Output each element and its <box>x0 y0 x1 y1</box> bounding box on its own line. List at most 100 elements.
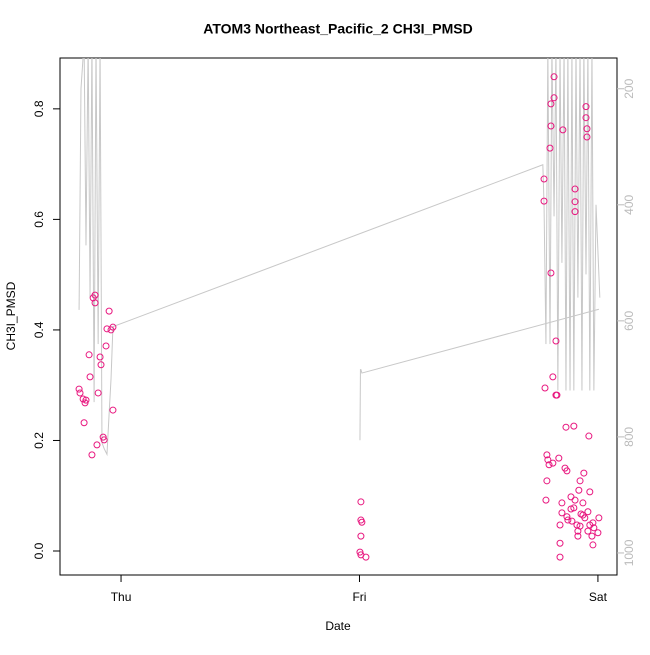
point <box>103 325 111 333</box>
y2-tick-label: 600 <box>622 311 636 331</box>
point <box>556 539 564 547</box>
point <box>553 391 561 399</box>
point <box>550 73 558 81</box>
point <box>574 532 582 540</box>
point <box>584 527 592 535</box>
point <box>580 469 588 477</box>
point <box>556 521 564 529</box>
point <box>562 423 570 431</box>
point <box>550 94 558 102</box>
point <box>594 529 602 537</box>
point <box>570 422 578 430</box>
point <box>558 509 566 517</box>
point <box>579 499 587 507</box>
point <box>563 467 571 475</box>
point <box>109 323 117 331</box>
x-tick-label: Sat <box>589 590 608 604</box>
point <box>91 291 99 299</box>
point <box>362 553 370 561</box>
point <box>547 100 555 108</box>
point <box>357 498 365 506</box>
point <box>590 524 598 532</box>
y-axis-label: CH3I_PMSD <box>4 281 18 350</box>
point <box>589 519 597 527</box>
point <box>563 513 571 521</box>
point <box>555 454 563 462</box>
point <box>549 459 557 467</box>
point <box>570 504 578 512</box>
y-tick-label: 0.4 <box>32 321 46 338</box>
x-tick-label: Thu <box>111 590 132 604</box>
x-tick-label: Fri <box>352 590 366 604</box>
point <box>571 496 579 504</box>
point <box>589 541 597 549</box>
point <box>568 517 576 525</box>
plot-frame <box>59 57 618 576</box>
point <box>595 514 603 522</box>
point <box>586 488 594 496</box>
point <box>80 419 88 427</box>
point <box>571 198 579 206</box>
point <box>105 307 113 315</box>
plot-area <box>75 58 603 561</box>
point <box>357 532 365 540</box>
point <box>75 385 83 393</box>
x-axis-label: Date <box>325 619 351 633</box>
point <box>564 516 572 524</box>
point <box>109 406 117 414</box>
point <box>584 508 592 516</box>
y2-tick-label: 400 <box>622 194 636 214</box>
point <box>88 451 96 459</box>
point <box>559 126 567 134</box>
point <box>96 353 104 361</box>
point <box>358 518 366 526</box>
point <box>542 496 550 504</box>
point <box>543 451 551 459</box>
point <box>574 527 582 535</box>
point <box>549 373 557 381</box>
point <box>97 361 105 369</box>
point <box>582 103 590 111</box>
y-tick-label: 0.0 <box>32 542 46 559</box>
point <box>102 342 110 350</box>
point <box>91 299 99 307</box>
point <box>585 432 593 440</box>
point <box>571 208 579 216</box>
point <box>552 337 560 345</box>
point <box>581 514 589 522</box>
y-tick-label: 0.6 <box>32 211 46 228</box>
y2-tick-label: 1000 <box>622 539 636 566</box>
y2-tick-label: 200 <box>622 78 636 98</box>
point <box>567 493 575 501</box>
point <box>575 486 583 494</box>
point <box>583 133 591 141</box>
point <box>85 351 93 359</box>
point <box>541 384 549 392</box>
point <box>81 399 89 407</box>
point <box>540 197 548 205</box>
point <box>556 553 564 561</box>
point <box>582 114 590 122</box>
point <box>583 125 591 133</box>
y-tick-label: 0.8 <box>32 100 46 117</box>
point <box>546 144 554 152</box>
point <box>94 389 102 397</box>
chart-title: ATOM3 Northeast_Pacific_2 CH3I_PMSD <box>203 21 472 37</box>
point <box>547 122 555 130</box>
point <box>544 456 552 464</box>
point <box>547 269 555 277</box>
point <box>545 461 553 469</box>
point <box>558 499 566 507</box>
point <box>76 389 84 397</box>
point <box>86 373 94 381</box>
point <box>543 477 551 485</box>
point <box>576 477 584 485</box>
y2-tick-label: 800 <box>622 427 636 447</box>
y-tick-label: 0.2 <box>32 432 46 449</box>
point <box>588 532 596 540</box>
point <box>571 185 579 193</box>
point <box>93 441 101 449</box>
point <box>540 175 548 183</box>
point <box>100 436 108 444</box>
